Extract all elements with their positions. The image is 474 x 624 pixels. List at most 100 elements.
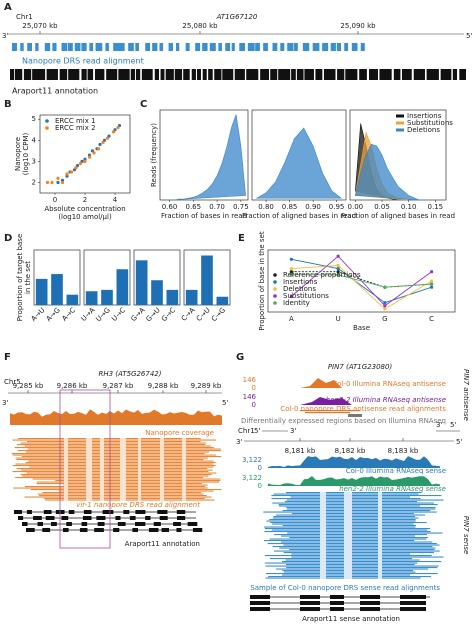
track-block (378, 570, 382, 572)
track-block (100, 492, 104, 494)
track-block (66, 522, 72, 526)
track-block (100, 454, 104, 456)
track-block (12, 471, 209, 473)
track-block (182, 484, 186, 486)
y-axis-label: Nanopore (14, 137, 22, 171)
track-block (182, 472, 186, 474)
track-block (313, 69, 316, 80)
track-label: Araport11 sense annotation (302, 615, 400, 623)
track-block (160, 465, 164, 467)
end: 5' (456, 438, 462, 446)
panel-label: E (238, 233, 245, 244)
track-block (138, 474, 141, 476)
track-block (175, 43, 180, 51)
track-block (320, 550, 326, 552)
track-block (86, 456, 92, 458)
track-block (182, 445, 186, 447)
track-block (189, 69, 192, 80)
track-block (18, 516, 24, 520)
point (65, 172, 69, 176)
track-block (24, 486, 206, 488)
track-block (86, 480, 92, 482)
point (98, 142, 102, 147)
coverage (300, 378, 342, 388)
track-block (160, 483, 164, 485)
track-block (120, 493, 126, 495)
track-block (276, 568, 429, 570)
track-block (176, 510, 186, 514)
track-block (344, 514, 352, 516)
track-block (138, 471, 141, 473)
track-block (145, 516, 151, 520)
track-block (86, 448, 92, 450)
track-block (86, 451, 92, 453)
track-block (320, 508, 326, 510)
track-block (344, 568, 352, 570)
track-block (86, 475, 92, 477)
bar (135, 260, 148, 305)
track-block (86, 484, 92, 486)
track-block (79, 528, 88, 532)
marker (430, 279, 434, 283)
track-block (100, 451, 104, 453)
track-block (182, 489, 186, 491)
track-block (258, 69, 261, 80)
track-block (378, 553, 382, 555)
track-block (100, 466, 104, 468)
bar (185, 289, 198, 305)
track-block (74, 43, 81, 51)
histogram (354, 143, 420, 201)
track-block (263, 540, 415, 542)
track-block (344, 507, 352, 509)
track-block (320, 516, 326, 518)
track-block (64, 490, 68, 492)
x-tick-label: 0.70 (209, 203, 225, 211)
track-block (378, 567, 382, 569)
track-block (86, 465, 92, 467)
track-block (400, 607, 426, 611)
track-block (250, 601, 270, 605)
track-block (271, 495, 442, 497)
track-block (263, 43, 268, 51)
track-block (138, 451, 141, 453)
track-block (64, 492, 68, 494)
track-block (320, 520, 326, 522)
track-block (320, 547, 326, 549)
track-block (160, 475, 164, 477)
track-block (81, 522, 88, 526)
track-block (344, 520, 352, 522)
track-block (344, 573, 352, 575)
track-block (138, 481, 141, 483)
track-block (320, 493, 326, 495)
track-block (247, 43, 255, 51)
track-block (182, 474, 186, 476)
chrom: Chr5 (4, 378, 21, 386)
x-tick-label: U (336, 315, 341, 323)
track-block (344, 538, 352, 540)
strand: 3' (436, 421, 442, 429)
coverage (268, 456, 440, 468)
track-block (330, 43, 336, 51)
track-block (255, 43, 260, 51)
track-block (344, 550, 352, 552)
track-block (160, 495, 164, 497)
track-block (160, 472, 164, 474)
track-block (160, 490, 164, 492)
track-block (89, 43, 94, 51)
track-block (86, 472, 92, 474)
track-block (360, 43, 365, 51)
track-block (86, 462, 92, 464)
track-block (86, 450, 92, 452)
track-block (320, 541, 326, 543)
track-block (182, 483, 186, 485)
track-block (100, 472, 104, 474)
track-block (378, 552, 382, 554)
end: 3' (236, 438, 242, 446)
track-block (182, 490, 186, 492)
track-block (344, 43, 349, 51)
track-block (378, 510, 382, 512)
track-block (35, 43, 39, 51)
x-tick-label: 0.80 (258, 203, 274, 211)
track-block (192, 528, 203, 532)
